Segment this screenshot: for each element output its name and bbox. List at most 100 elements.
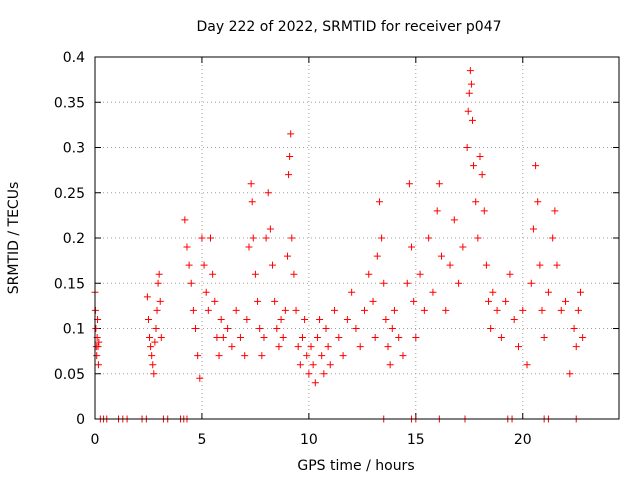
data-point <box>213 334 221 342</box>
data-point <box>309 361 317 369</box>
data-point <box>285 171 293 179</box>
data-point <box>566 370 574 378</box>
data-point <box>480 207 488 215</box>
data-point <box>247 180 255 188</box>
data-point <box>313 334 321 342</box>
data-point <box>356 343 364 351</box>
data-point <box>378 234 386 242</box>
data-point <box>476 153 484 161</box>
data-point <box>429 288 437 296</box>
y-tick-label: 0.25 <box>54 186 85 202</box>
data-point <box>228 343 236 351</box>
data-point <box>94 361 102 369</box>
data-point <box>373 252 381 260</box>
data-point <box>144 315 152 323</box>
data-point <box>474 234 482 242</box>
data-point <box>487 325 495 332</box>
data-point <box>478 171 486 179</box>
data-point <box>467 80 475 88</box>
data-point <box>94 343 102 351</box>
y-tick-label: 0.2 <box>63 231 85 247</box>
y-tick-label: 0.15 <box>54 276 85 292</box>
data-point <box>157 334 165 342</box>
data-point <box>482 261 490 269</box>
data-point <box>288 234 296 242</box>
data-point <box>150 370 158 378</box>
y-tick-label: 0.1 <box>63 322 85 338</box>
data-point <box>335 334 343 342</box>
data-point <box>187 279 195 287</box>
data-point <box>215 352 223 360</box>
data-point <box>251 270 259 278</box>
y-tick-label: 0 <box>76 412 85 428</box>
data-point <box>472 198 480 206</box>
data-point <box>153 306 161 314</box>
data-point <box>266 225 274 233</box>
data-point <box>200 261 208 269</box>
data-point <box>148 352 156 360</box>
y-axis-ticks: 0 0.05 0.1 0.15 0.2 0.25 0.3 0.35 0.4 <box>54 50 619 428</box>
data-point <box>369 297 377 305</box>
data-point <box>303 352 311 360</box>
data-point <box>296 361 304 369</box>
data-point <box>433 207 441 215</box>
data-point <box>382 315 390 323</box>
data-point <box>217 315 225 323</box>
data-point <box>529 225 537 233</box>
y-tick-label: 0.35 <box>54 95 85 111</box>
data-point <box>192 325 200 332</box>
x-tick-label: 0 <box>91 432 100 448</box>
data-point <box>143 293 151 301</box>
data-point <box>380 279 388 287</box>
data-point <box>196 374 204 382</box>
data-point <box>204 306 212 314</box>
data-point <box>331 306 339 314</box>
data-point <box>219 334 227 342</box>
data-point <box>181 216 189 224</box>
data-point <box>425 234 433 242</box>
data-point <box>527 279 535 287</box>
data-point <box>570 325 578 332</box>
data-point <box>348 288 356 296</box>
data-point <box>408 243 416 251</box>
data-point <box>275 343 283 351</box>
data-point <box>258 352 266 360</box>
data-point <box>437 252 445 260</box>
data-point <box>352 325 360 332</box>
grid <box>95 57 619 419</box>
data-point <box>489 288 497 296</box>
data-point <box>287 130 295 138</box>
x-tick-label: 5 <box>197 432 206 448</box>
x-axis-ticks: 0 5 10 15 20 <box>91 57 532 448</box>
data-point <box>459 243 467 251</box>
data-point <box>532 162 540 170</box>
data-point <box>211 297 219 305</box>
data-point <box>416 270 424 278</box>
data-point <box>410 297 418 305</box>
data-point <box>305 370 313 378</box>
chart-title: Day 222 of 2022, SRMTID for receiver p04… <box>196 19 501 35</box>
data-point <box>283 252 291 260</box>
data-point <box>435 180 443 188</box>
x-tick-label: 10 <box>300 432 318 448</box>
data-point <box>279 334 287 342</box>
data-point <box>405 180 413 188</box>
data-point <box>442 306 450 314</box>
data-point <box>549 234 557 242</box>
y-axis-title: SRMTID / TECUs <box>6 182 22 295</box>
data-point <box>262 234 270 242</box>
data-point <box>292 306 300 314</box>
data-point <box>502 297 510 305</box>
data-point <box>311 379 319 387</box>
data-point <box>189 306 197 314</box>
data-point <box>232 306 240 314</box>
data-point <box>154 279 162 287</box>
data-point <box>446 261 454 269</box>
data-point <box>572 343 580 351</box>
data-point <box>307 343 315 351</box>
data-point <box>322 325 330 332</box>
data-point <box>371 334 379 342</box>
data-point <box>574 306 582 314</box>
data-point <box>420 306 428 314</box>
data-point <box>412 334 420 342</box>
